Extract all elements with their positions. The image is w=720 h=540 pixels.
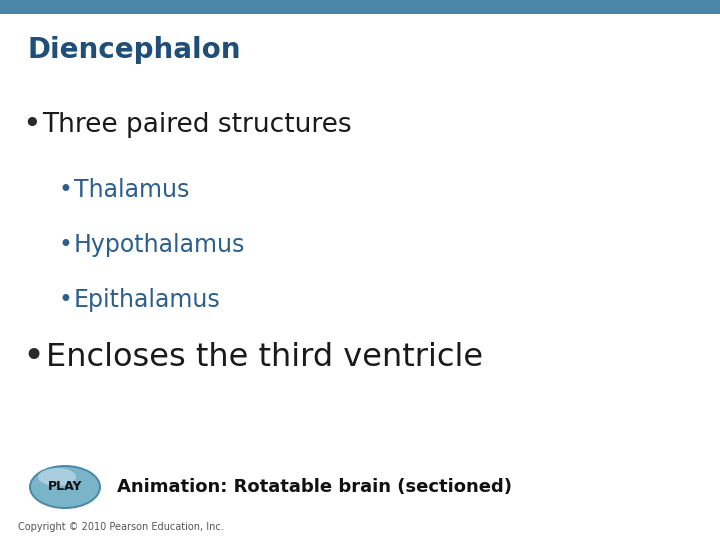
Text: Thalamus: Thalamus	[74, 178, 189, 202]
Ellipse shape	[31, 467, 99, 507]
Text: •: •	[58, 178, 72, 202]
Text: •: •	[58, 288, 72, 312]
Ellipse shape	[38, 468, 76, 486]
Text: •: •	[22, 110, 41, 140]
Text: Epithalamus: Epithalamus	[74, 288, 221, 312]
Ellipse shape	[29, 465, 101, 509]
Text: Three paired structures: Three paired structures	[42, 112, 351, 138]
Text: •: •	[22, 340, 44, 376]
Text: Encloses the third ventricle: Encloses the third ventricle	[46, 342, 483, 374]
FancyBboxPatch shape	[0, 0, 720, 14]
Text: Diencephalon: Diencephalon	[28, 36, 241, 64]
Text: PLAY: PLAY	[48, 481, 82, 494]
Text: Hypothalamus: Hypothalamus	[74, 233, 246, 257]
Text: •: •	[58, 233, 72, 257]
Text: Animation: Rotatable brain (sectioned): Animation: Rotatable brain (sectioned)	[117, 478, 512, 496]
Text: Copyright © 2010 Pearson Education, Inc.: Copyright © 2010 Pearson Education, Inc.	[18, 522, 224, 532]
